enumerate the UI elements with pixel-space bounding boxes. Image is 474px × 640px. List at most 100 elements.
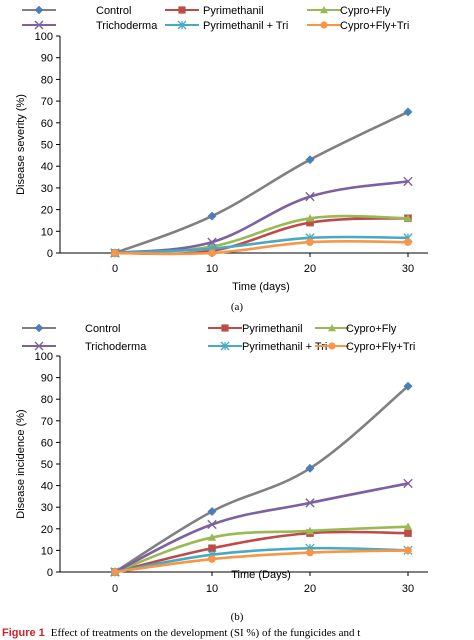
data-point-circle — [208, 555, 216, 563]
data-point-diamond — [305, 155, 315, 165]
y-axis-title: Disease incidence (%) — [15, 409, 27, 518]
x-tick-label: 20 — [304, 583, 316, 595]
data-point-triangle — [403, 214, 413, 222]
y-tick-label: 100 — [35, 31, 53, 43]
y-tick-label: 70 — [41, 416, 53, 428]
y-tick-label: 60 — [41, 118, 53, 130]
y-tick-label: 10 — [41, 226, 53, 238]
y-tick-label: 0 — [47, 567, 53, 579]
data-point-square — [404, 529, 412, 537]
legend-item-1: Control — [22, 323, 120, 335]
caption-text: Effect of treatments on the development … — [51, 627, 361, 639]
x-tick-label: 20 — [304, 263, 316, 275]
data-point-square — [208, 544, 216, 553]
data-point-x — [305, 498, 315, 508]
legend-item-1: Control — [22, 5, 131, 17]
legend-label: Cypro+Fly — [346, 323, 397, 335]
data-point-diamond — [403, 381, 413, 391]
figure-caption: Figure 1 Effect of treatments on the deve… — [2, 627, 360, 639]
data-point-circle — [111, 568, 119, 576]
series-line — [113, 549, 410, 574]
data-point-x — [207, 519, 217, 530]
legend-label: Pyrimethanil + Tri — [242, 341, 327, 353]
legend-square-marker — [221, 324, 229, 332]
x-tick-label: 0 — [112, 263, 118, 275]
caption-lead: Figure 1 — [2, 627, 45, 639]
legend-item-3: Cypro+Fly — [307, 5, 391, 17]
legend-circle-marker — [328, 342, 336, 350]
data-point-triangle — [207, 533, 217, 541]
series-line — [113, 530, 410, 574]
chart-panel-a: Control Pyrimethanil Cypro+Fly Trichoderma P… — [15, 5, 428, 313]
series-line — [113, 525, 410, 574]
series-line — [113, 546, 410, 574]
legend-diamond-marker — [34, 323, 44, 333]
legend-item-2: Pyrimethanil — [165, 5, 264, 17]
data-point-circle — [306, 548, 314, 557]
series-6 — [111, 238, 412, 257]
y-tick-label: 30 — [41, 183, 53, 195]
data-point-triangle — [403, 522, 413, 530]
y-tick-label: 50 — [41, 459, 53, 471]
legend-item-5: Pyrimethanil + Tri — [208, 341, 327, 353]
y-tick-label: 80 — [41, 74, 53, 86]
y-axis-title: Disease severity (%) — [15, 94, 27, 195]
legend-label: Cypro+Fly — [340, 5, 391, 17]
x-tick-label: 10 — [206, 263, 218, 275]
y-tick-label: 50 — [41, 140, 53, 152]
series-6 — [111, 546, 412, 576]
data-point-x — [305, 191, 315, 202]
y-tick-label: 20 — [41, 205, 53, 217]
y-tick-label: 40 — [41, 481, 53, 493]
legend-asterisk-marker — [177, 20, 187, 30]
chart-panel-b: Control Pyrimethanil Cypro+Fly Trichoderma P… — [15, 323, 428, 623]
legend-item-6: Cypro+Fly+Tri — [315, 341, 415, 353]
legend-item-4: Trichoderma — [22, 341, 147, 353]
data-point-diamond — [207, 211, 217, 221]
y-tick-label: 10 — [41, 545, 53, 557]
series-line — [113, 384, 410, 574]
data-point-circle — [208, 249, 216, 257]
legend-item-6: Cypro+Fly+Tri — [307, 20, 409, 32]
legend-circle-marker — [320, 21, 328, 29]
data-point-diamond — [305, 463, 315, 473]
panel-label: (a) — [231, 301, 244, 313]
panel-label: (b) — [231, 611, 244, 623]
legend-asterisk-marker — [220, 341, 230, 351]
data-point-diamond — [207, 506, 217, 517]
y-tick-label: 30 — [41, 502, 53, 514]
legend: Control Pyrimethanil Cypro+Fly Trichoderma P… — [22, 5, 409, 32]
legend-item-2: Pyrimethanil — [208, 323, 303, 335]
legend-label: Pyrimethanil + Tri — [203, 20, 288, 32]
legend-item-3: Cypro+Fly — [315, 323, 397, 335]
y-tick-label: 0 — [47, 248, 53, 260]
legend-label: Trichoderma — [85, 341, 147, 353]
data-point-circle — [404, 546, 412, 555]
series-1 — [110, 107, 413, 258]
data-point-circle — [111, 249, 119, 257]
legend-label: Cypro+Fly+Tri — [340, 20, 409, 32]
x-tick-label: 30 — [402, 583, 414, 595]
data-point-circle — [306, 238, 314, 246]
x-tick-label: 30 — [402, 263, 414, 275]
legend: Control Pyrimethanil Cypro+Fly Trichoderma P… — [22, 323, 415, 353]
y-tick-label: 60 — [41, 437, 53, 449]
data-point-circle — [404, 238, 412, 246]
y-tick-label: 90 — [41, 53, 53, 65]
legend-x-marker — [34, 20, 44, 30]
series-1 — [110, 381, 413, 577]
legend-diamond-marker — [34, 5, 44, 15]
legend-label: Control — [96, 5, 131, 17]
data-point-diamond — [403, 107, 413, 117]
data-point-x — [403, 478, 413, 489]
legend-label: Control — [85, 323, 120, 335]
y-tick-label: 100 — [35, 351, 53, 363]
data-point-triangle — [305, 526, 315, 535]
legend-label: Pyrimethanil — [203, 5, 264, 17]
series-line — [113, 239, 410, 256]
x-tick-label: 0 — [112, 583, 118, 595]
y-tick-label: 40 — [41, 161, 53, 173]
legend-label: Trichoderma — [96, 20, 158, 32]
series-line — [113, 482, 410, 574]
